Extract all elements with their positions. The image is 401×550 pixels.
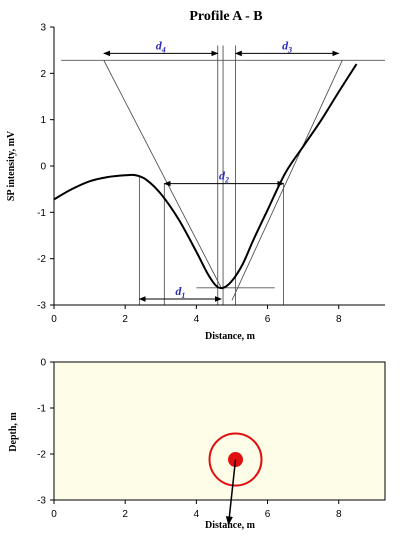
x-tick-label: 2	[122, 314, 128, 325]
x-ticks: 0 2 4 6 8	[51, 305, 342, 325]
distance-tick-label: 0	[51, 509, 57, 520]
depth-ticks: 0 -1 -2 -3	[37, 358, 54, 507]
left-tangent	[103, 60, 222, 289]
distance-label-subscript: 4	[161, 45, 166, 54]
section-plot-area	[53, 361, 386, 501]
y-tick-label: -1	[37, 208, 46, 219]
depth-tick-label: -1	[37, 404, 46, 415]
distance-label-subscript: 1	[181, 291, 185, 300]
chart-title: Profile A - B	[189, 9, 262, 24]
polarization-arrow	[225, 459, 237, 526]
x-tick-label: 0	[51, 314, 57, 325]
sphere-outline	[208, 432, 263, 487]
x-tick-label: 4	[194, 314, 200, 325]
depth-tick-label: -2	[37, 450, 46, 461]
y-tick-label: 1	[40, 115, 46, 126]
distance-label: d2	[219, 169, 229, 185]
y-ticks: 3 2 1 0 -1 -2 -3	[37, 23, 54, 312]
distance-tick-label: 2	[122, 509, 128, 520]
y-tick-label: 0	[40, 162, 46, 173]
section-x-axis-label: Distance, m	[205, 520, 256, 531]
x-tick-label: 8	[336, 314, 342, 325]
distance-label-subscript: 2	[224, 176, 229, 185]
y-tick-label: 3	[40, 23, 46, 34]
y-tick-label: 2	[40, 69, 46, 80]
sp-curve	[53, 63, 358, 290]
x-axis-label: Distance, m	[205, 331, 256, 342]
distance-label: d4	[156, 38, 166, 54]
source-sphere	[208, 432, 263, 526]
y-axis-label: SP intensity, mV	[6, 130, 17, 201]
section-y-axis-label: Depth, m	[8, 412, 19, 452]
distance-annotations: d1 d2 d3 d4	[103, 38, 340, 302]
distance-tick-label: 6	[265, 509, 271, 520]
y-tick-label: -3	[37, 301, 46, 312]
right-tangent	[231, 60, 343, 301]
distance-label: d3	[282, 38, 292, 54]
distance-label: d1	[175, 284, 185, 300]
distance-label-subscript: 3	[287, 45, 292, 54]
y-tick-label: -2	[37, 254, 46, 265]
distance-tick-label: 4	[194, 509, 200, 520]
distance-ticks: 0 2 4 6 8	[51, 500, 342, 520]
construction-lines	[61, 45, 385, 305]
x-tick-label: 6	[265, 314, 271, 325]
distance-tick-label: 8	[336, 509, 342, 520]
depth-tick-label: -3	[37, 496, 46, 507]
depth-tick-label: 0	[40, 358, 46, 369]
